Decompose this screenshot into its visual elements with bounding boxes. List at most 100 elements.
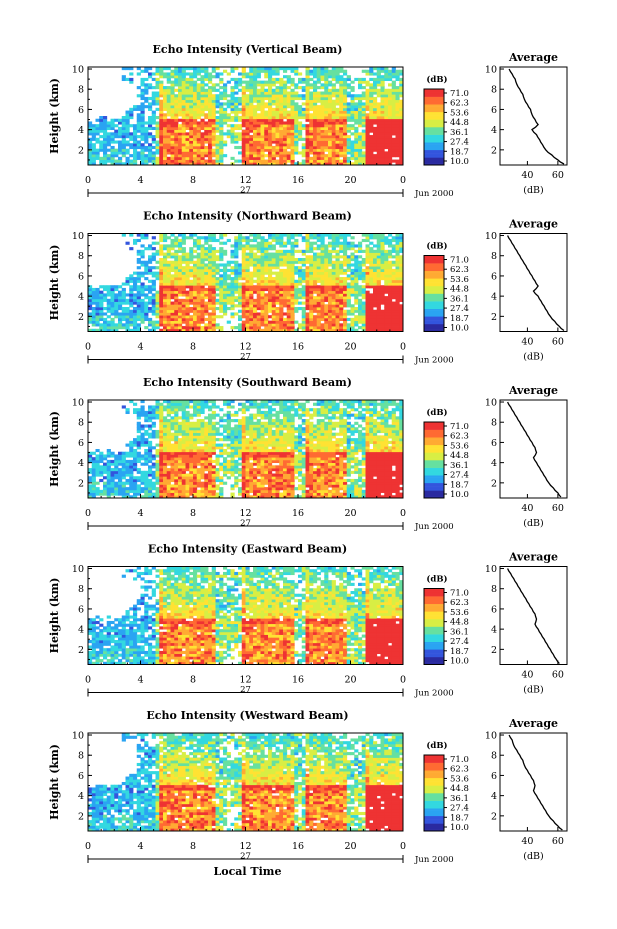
heatmap-cell [369, 94, 374, 98]
heatmap-cell [361, 118, 366, 122]
heatmap-cell [376, 135, 381, 139]
heatmap-cell [369, 159, 374, 163]
heatmap-cell [256, 241, 261, 245]
heatmap-cell [354, 143, 359, 147]
heatmap-cell [328, 309, 333, 313]
heatmap-cell [294, 67, 299, 71]
heatmap-cell [264, 252, 269, 256]
heatmap-cell [219, 247, 224, 251]
heatmap-cell [155, 296, 160, 300]
heatmap-cell [170, 238, 175, 243]
heatmap-cell [373, 309, 378, 313]
heatmap-cell [395, 285, 400, 289]
heatmap-cell [241, 137, 246, 141]
heatmap-cell [301, 279, 306, 283]
heatmap-cell [275, 298, 280, 302]
heatmap-cell [200, 137, 205, 141]
heatmap-cell [260, 249, 265, 253]
heatmap-cell [185, 105, 190, 109]
heatmap-cell [294, 91, 299, 95]
heatmap-cell [268, 247, 273, 251]
heatmap-cell [358, 241, 363, 245]
heatmap-cell [384, 75, 389, 79]
heatmap-cell [290, 233, 295, 237]
heatmap-cell [301, 236, 306, 240]
heatmap-cell [99, 312, 104, 316]
heatmap-cell [241, 140, 246, 144]
heatmap-cell [249, 238, 254, 243]
heatmap-cell [196, 252, 201, 256]
heatmap-cell [260, 135, 265, 139]
heatmap-cell [369, 266, 374, 270]
heatmap-cell [185, 296, 190, 300]
heatmap-cell [181, 135, 186, 139]
heatmap-cell [136, 86, 141, 90]
heatmap-cell [313, 301, 318, 305]
heatmap-cell [211, 137, 216, 141]
heatmap-cell [133, 162, 138, 166]
heatmap-cell [91, 124, 96, 128]
heatmap-cell [170, 86, 175, 90]
heatmap-cell [189, 67, 194, 71]
heatmap-cell [249, 282, 254, 286]
heatmap-cell [211, 326, 216, 330]
heatmap-cell [391, 290, 396, 294]
heatmap-cell [391, 307, 396, 311]
heatmap-cell [140, 121, 145, 125]
heatmap-cell [361, 296, 366, 300]
heatmap-cell [185, 124, 190, 128]
heatmap-cell [211, 107, 216, 111]
heatmap-cell [170, 99, 175, 103]
heatmap-cell [103, 143, 108, 147]
heatmap-cell [238, 132, 243, 136]
heatmap-cell [166, 107, 171, 111]
heatmap-cell [230, 107, 235, 111]
heatmap-cell [211, 247, 216, 251]
heatmap-cell [301, 293, 306, 297]
heatmap-cell [309, 247, 314, 251]
heatmap-cell [335, 107, 340, 111]
heatmap-cell [354, 268, 359, 273]
heatmap-cell [395, 323, 400, 327]
heatmap-cell [223, 312, 228, 316]
heatmap-cell [354, 255, 359, 259]
heatmap-cell [208, 296, 213, 300]
heatmap-cell [136, 72, 141, 76]
heatmap-cell [181, 148, 186, 152]
heatmap-cell [369, 91, 374, 95]
heatmap-cell [215, 277, 220, 281]
heatmap-cell [136, 266, 141, 270]
heatmap-cell [260, 268, 265, 273]
heatmap-cell [365, 233, 370, 237]
heatmap-cell [395, 96, 400, 101]
colorbar-segment [424, 149, 444, 152]
heatmap-cell [395, 124, 400, 128]
heatmap-cell [185, 148, 190, 152]
heatmap-cell [144, 263, 149, 267]
heatmap-cell [361, 135, 366, 139]
heatmap-cell [343, 126, 348, 131]
heatmap-cell [121, 282, 126, 286]
heatmap-cell [174, 290, 179, 294]
heatmap-cell [309, 249, 314, 253]
heatmap-cell [226, 263, 231, 267]
heatmap-cell [204, 105, 209, 109]
heatmap-cell [380, 154, 385, 158]
heatmap-cell [290, 271, 295, 275]
heatmap-cell [234, 282, 239, 286]
heatmap-cell [275, 279, 280, 283]
heatmap-cell [279, 148, 284, 152]
heatmap-cell [271, 162, 276, 166]
heatmap-cell [219, 293, 224, 297]
heatmap-cell [121, 140, 126, 144]
heatmap-cell [335, 293, 340, 297]
heatmap-cell [335, 156, 340, 160]
heatmap-cell [399, 91, 404, 95]
heatmap-cell [316, 132, 321, 136]
heatmap-cell [369, 137, 374, 141]
x-tick-label: 20 [344, 342, 356, 353]
colorbar-segment [424, 318, 444, 321]
heatmap-cell [238, 118, 243, 122]
heatmap-cell [125, 241, 130, 245]
colorbar-segment [424, 146, 444, 149]
